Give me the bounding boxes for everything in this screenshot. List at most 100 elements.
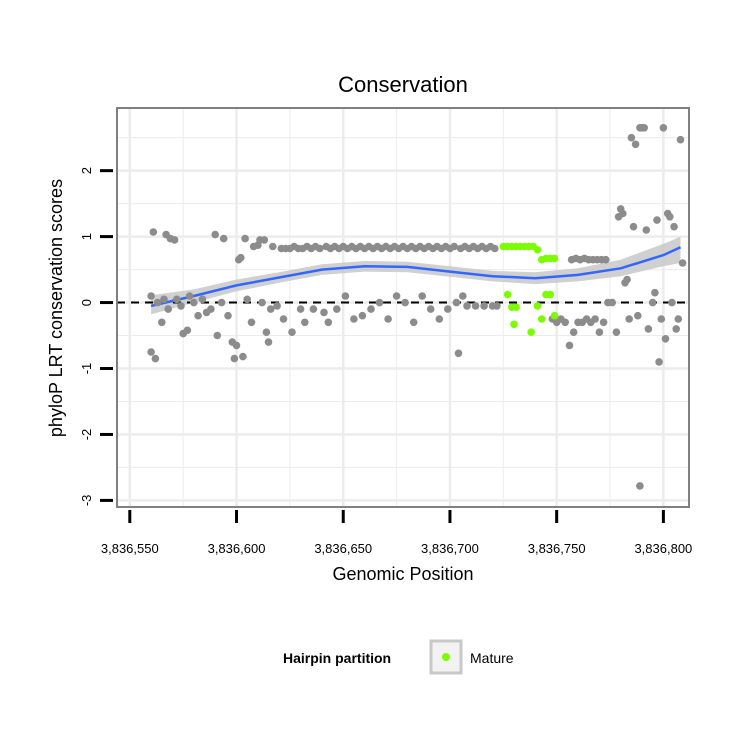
- data-point-other: [612, 328, 621, 337]
- data-point-other: [463, 302, 471, 310]
- data-point-other: [183, 326, 192, 335]
- data-point-mature: [527, 328, 535, 337]
- data-point-other: [309, 305, 318, 313]
- data-point-other: [247, 318, 256, 327]
- data-point-other: [190, 298, 198, 307]
- data-point-other: [674, 315, 683, 323]
- data-point-other: [657, 315, 666, 323]
- x-tick-label: 3,836,550: [101, 541, 159, 556]
- data-point-other: [409, 318, 418, 327]
- data-point-other: [676, 135, 685, 144]
- data-point-other: [358, 311, 367, 320]
- data-point-other: [435, 315, 444, 323]
- data-point-other: [262, 328, 271, 337]
- data-point-other: [301, 318, 309, 327]
- data-point-other: [147, 292, 155, 300]
- data-point-other: [375, 298, 384, 307]
- data-point-other: [471, 302, 480, 310]
- data-point-other: [653, 216, 661, 224]
- chart-title: Conservation: [338, 72, 468, 97]
- data-point-other: [241, 234, 249, 243]
- data-point-mature: [550, 311, 559, 320]
- data-point-other: [644, 325, 653, 333]
- data-point-other: [655, 358, 663, 366]
- data-point-other: [160, 295, 168, 304]
- data-point-other: [666, 213, 674, 221]
- data-point-other: [491, 244, 499, 253]
- data-point-other: [264, 338, 273, 346]
- y-tick-label: 2: [79, 167, 94, 174]
- data-point-other: [224, 311, 232, 320]
- data-point-other: [219, 234, 228, 243]
- data-point-other: [185, 292, 194, 300]
- data-point-other: [493, 302, 501, 310]
- y-axis: -3 -2 -1 0 1 2: [79, 167, 113, 506]
- data-point-other: [561, 318, 569, 327]
- data-point-other: [211, 230, 219, 239]
- data-point-other: [153, 298, 162, 307]
- data-point-mature: [533, 246, 542, 254]
- data-point-other: [565, 341, 574, 350]
- x-tick-label: 3,836,650: [314, 541, 372, 556]
- data-point-other: [670, 222, 678, 231]
- data-point-other: [239, 352, 247, 361]
- data-point-other: [243, 295, 251, 304]
- data-point-other: [454, 349, 463, 358]
- data-point-other: [602, 255, 610, 264]
- data-point-other: [296, 305, 305, 313]
- data-point-mature: [510, 320, 518, 329]
- legend-key-mature: [442, 653, 450, 661]
- panel-border: [116, 107, 690, 508]
- data-point-other: [619, 209, 627, 218]
- data-point-other: [392, 292, 401, 300]
- data-point-other: [651, 288, 659, 297]
- data-point-other: [316, 244, 324, 253]
- data-point-mature: [537, 315, 546, 323]
- plot-panel: [116, 107, 690, 508]
- data-point-other: [401, 298, 409, 307]
- data-point-other: [279, 315, 288, 323]
- data-point-other: [273, 302, 281, 310]
- data-point-other: [177, 302, 185, 310]
- x-tick-label: 3,836,750: [528, 541, 586, 556]
- data-point-other: [341, 292, 350, 300]
- data-point-other: [164, 305, 172, 313]
- data-point-other: [627, 133, 636, 142]
- x-tick-label: 3,836,800: [634, 541, 692, 556]
- data-point-other: [599, 318, 608, 327]
- data-point-other: [459, 292, 467, 300]
- data-point-mature: [503, 290, 512, 299]
- data-point-other: [333, 305, 341, 313]
- data-point-other: [608, 298, 616, 307]
- y-tick-label: -2: [79, 429, 94, 441]
- data-point-other: [232, 341, 241, 350]
- data-point-other: [569, 328, 578, 337]
- data-point-other: [661, 335, 670, 343]
- data-point-other: [678, 259, 687, 267]
- data-point-other: [450, 242, 459, 251]
- data-point-other: [629, 222, 638, 231]
- data-point-other: [230, 354, 239, 363]
- data-point-other: [418, 292, 427, 300]
- y-axis-title: phyloP LRT conservation scores: [46, 179, 66, 437]
- data-point-other: [480, 302, 488, 310]
- smooth-line-group: [150, 246, 682, 308]
- data-point-other: [631, 140, 640, 149]
- y-tick-label: 1: [79, 233, 94, 240]
- data-point-other: [266, 305, 275, 313]
- data-point-other: [237, 253, 245, 262]
- data-point-other: [207, 305, 215, 313]
- data-point-other: [591, 315, 599, 323]
- data-point-other: [634, 311, 642, 320]
- x-tick-label: 3,836,700: [421, 541, 479, 556]
- x-tick-label: 3,836,600: [208, 541, 266, 556]
- data-point-mature: [550, 254, 559, 263]
- data-point-other: [648, 298, 657, 307]
- data-point-other: [672, 325, 680, 333]
- data-point-other: [194, 311, 202, 320]
- y-tick-label: -3: [79, 495, 94, 507]
- data-point-other: [668, 298, 676, 307]
- data-point-other: [324, 318, 333, 327]
- data-point-other: [320, 308, 328, 317]
